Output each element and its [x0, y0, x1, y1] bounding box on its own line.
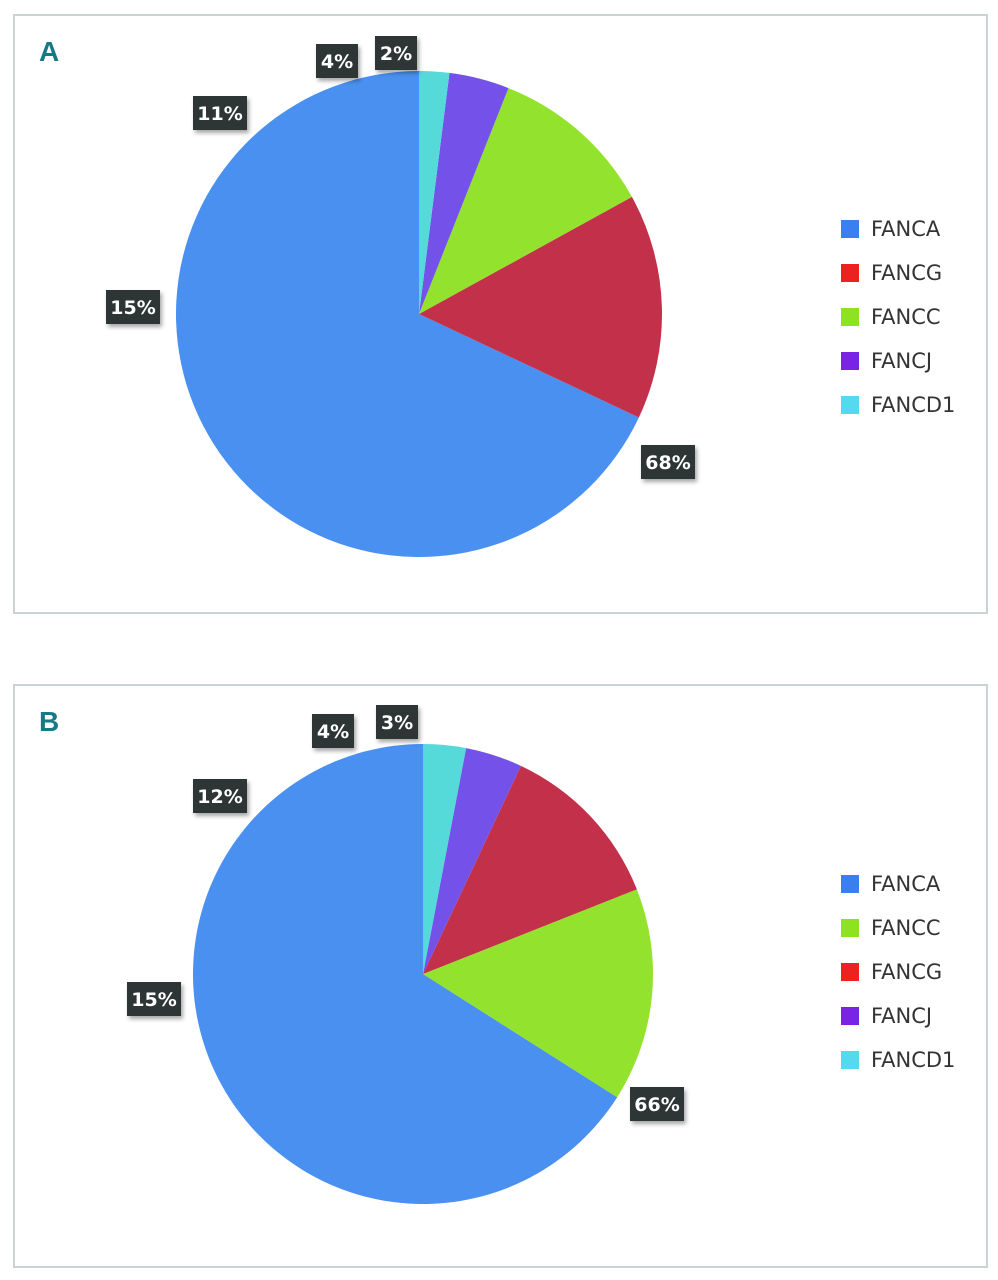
data-label: 3%	[376, 705, 418, 739]
data-label: 66%	[630, 1087, 684, 1121]
legend-item: FANCJ	[841, 994, 955, 1038]
data-label-text: 68%	[645, 452, 690, 474]
data-label: 68%	[641, 445, 695, 479]
legend-swatch	[841, 264, 859, 282]
data-label-box	[630, 1087, 684, 1121]
data-label: 2%	[375, 36, 417, 70]
chart-panel-a: A 68% 15% 11% 4% 2% FANCA FANCG FANCC FANCJ …	[13, 14, 988, 614]
pie-chart-b: 66% 15% 12% 4% 3%	[127, 705, 684, 1204]
data-label-text: 2%	[380, 43, 412, 65]
data-label-text: 15%	[110, 297, 155, 319]
data-label-box	[376, 705, 418, 739]
pie-slice-fancj	[419, 72, 509, 314]
legend-b: FANCA FANCC FANCG FANCJ FANCD1	[841, 862, 955, 1082]
data-label-box	[375, 36, 417, 70]
legend-swatch	[841, 220, 859, 238]
pie-slice-fancc	[419, 88, 632, 314]
data-label: 11%	[193, 96, 247, 130]
data-label-box	[641, 445, 695, 479]
legend-item: FANCA	[841, 862, 955, 906]
legend-swatch	[841, 352, 859, 370]
legend-swatch	[841, 396, 859, 414]
legend-item: FANCD1	[841, 1038, 955, 1082]
legend-label: FANCC	[871, 916, 941, 940]
panel-label: B	[39, 706, 60, 737]
legend-label: FANCG	[871, 960, 943, 984]
data-label-box	[316, 44, 358, 78]
legend-item: FANCG	[841, 950, 955, 994]
pie-chart-a: 68% 15% 11% 4% 2%	[106, 36, 695, 557]
legend-item: FANCD1	[841, 383, 955, 427]
data-label: 4%	[312, 714, 354, 748]
data-label-text: 11%	[197, 103, 242, 125]
legend-swatch	[841, 963, 859, 981]
data-label: 15%	[106, 290, 160, 324]
legend-label: FANCA	[871, 217, 941, 241]
legend-item: FANCG	[841, 251, 955, 295]
pie-slice-fancc	[423, 889, 653, 1098]
pie-slice-fancg	[419, 196, 662, 418]
data-label-text: 4%	[317, 721, 349, 743]
data-label-box	[127, 982, 181, 1016]
data-label: 15%	[127, 982, 181, 1016]
legend-swatch	[841, 1051, 859, 1069]
legend-item: FANCC	[841, 906, 955, 950]
pie-slice-fancj	[423, 748, 521, 974]
data-label-box	[193, 96, 247, 130]
legend-label: FANCJ	[871, 349, 933, 373]
data-label-text: 4%	[321, 51, 353, 73]
legend-label: FANCC	[871, 305, 941, 329]
legend-label: FANCJ	[871, 1004, 933, 1028]
legend-item: FANCC	[841, 295, 955, 339]
legend-item: FANCJ	[841, 339, 955, 383]
pie-slice-fancg	[423, 765, 637, 974]
legend-label: FANCD1	[871, 1048, 956, 1072]
legend-swatch	[841, 308, 859, 326]
pie-slice-fanca	[176, 71, 639, 557]
panel-label: A	[39, 36, 60, 67]
data-label-text: 15%	[131, 989, 176, 1011]
pie-slice-fancd1	[419, 71, 450, 314]
data-label: 12%	[193, 779, 247, 813]
legend-label: FANCG	[871, 261, 943, 285]
pie-slice-fancd1	[423, 744, 467, 974]
chart-panel-b: B 66% 15% 12% 4% 3% FANCA FANCC FANCG FANCJ …	[13, 684, 988, 1268]
legend-item: FANCA	[841, 207, 955, 251]
legend-swatch	[841, 1007, 859, 1025]
data-label-box	[312, 714, 354, 748]
legend-a: FANCA FANCG FANCC FANCJ FANCD1	[841, 207, 955, 427]
data-label-box	[193, 779, 247, 813]
legend-swatch	[841, 919, 859, 937]
data-label-text: 66%	[634, 1094, 679, 1116]
pie-slice-fanca	[192, 744, 618, 1204]
data-label-text: 12%	[197, 786, 242, 808]
legend-label: FANCA	[871, 872, 941, 896]
data-label: 4%	[316, 44, 358, 78]
legend-swatch	[841, 875, 859, 893]
legend-label: FANCD1	[871, 393, 956, 417]
data-label-box	[106, 290, 160, 324]
data-label-text: 3%	[381, 712, 413, 734]
